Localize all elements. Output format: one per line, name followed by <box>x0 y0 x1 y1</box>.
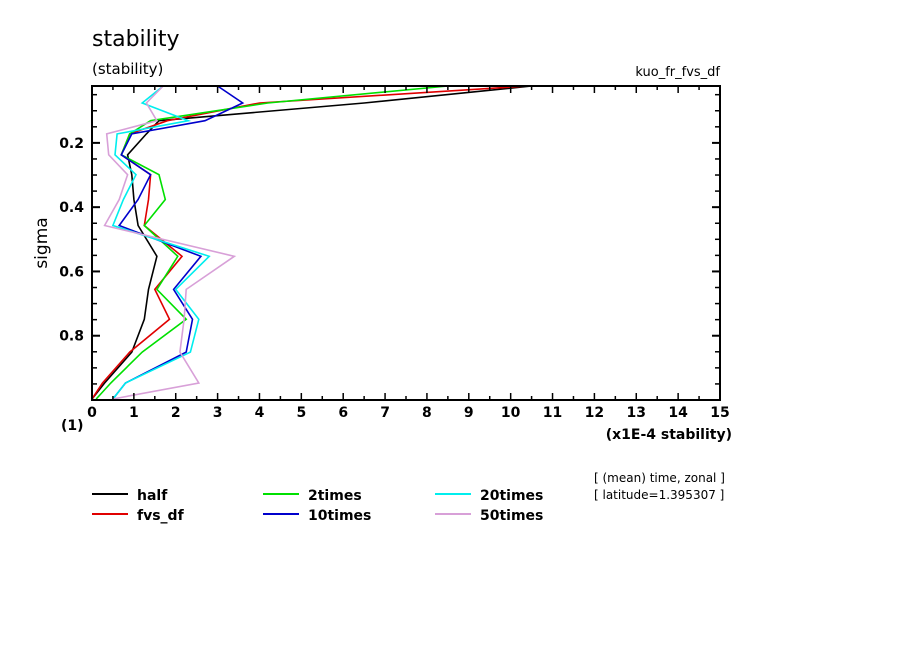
legend-label-10times: 10times <box>308 508 371 524</box>
x-tick-label: 9 <box>464 405 474 421</box>
x-tick-label: 4 <box>255 405 265 421</box>
series-layer <box>91 85 532 400</box>
x-axis-label: (x1E-4 stability) <box>606 427 732 443</box>
x-tick-label: 6 <box>338 405 348 421</box>
x-tick-label: 13 <box>627 405 646 421</box>
y-tick-label: 0.4 <box>59 200 84 216</box>
x-tick-label: 15 <box>710 405 729 421</box>
x-tick-label: 5 <box>296 405 306 421</box>
series-line-20times <box>111 85 211 400</box>
legend-label-fvs_df: fvs_df <box>137 508 185 524</box>
chart-subtitle: (stability) <box>92 60 163 78</box>
x-tick-label: 8 <box>422 405 432 421</box>
x-tick-label: 14 <box>668 405 688 421</box>
y-tick-label: 0.8 <box>59 329 84 345</box>
legend-label-20times: 20times <box>480 488 543 504</box>
chart-title: stability <box>92 27 180 52</box>
annotation-line-1: [ (mean) time, zonal ] <box>594 471 725 485</box>
series-line-10times <box>112 85 245 400</box>
annotation-line-2: [ latitude=1.395307 ] <box>594 488 724 502</box>
ticks-layer: 0 1 2 3 4 5 6 7 8 9 10 11 12 13 14 150.20.40.60.8 <box>59 86 730 421</box>
y-tick-label: 0.6 <box>59 264 84 280</box>
x-tick-label: 11 <box>543 405 562 421</box>
x-tick-label: 10 <box>501 405 521 421</box>
y-unit-label: (1) <box>61 418 84 434</box>
x-tick-label: 7 <box>380 405 390 421</box>
legend-label-50times: 50times <box>480 508 543 524</box>
legend-label-2times: 2times <box>308 488 362 504</box>
x-tick-label: 2 <box>171 405 181 421</box>
x-tick-label: 12 <box>585 405 604 421</box>
series-line-fvs_df <box>91 85 528 400</box>
y-tick-label: 0.2 <box>59 136 84 152</box>
legend: half fvs_df 2times 10times 20times 50times <box>92 488 543 524</box>
x-tick-label: 0 <box>87 405 97 421</box>
x-tick-label: 1 <box>129 405 139 421</box>
y-axis-label: sigma <box>32 217 52 268</box>
legend-label-half: half <box>137 488 168 504</box>
series-line-half <box>91 85 532 400</box>
run-label: kuo_fr_fvs_df <box>635 65 720 80</box>
series-line-50times <box>103 85 237 400</box>
x-tick-label: 3 <box>213 405 223 421</box>
